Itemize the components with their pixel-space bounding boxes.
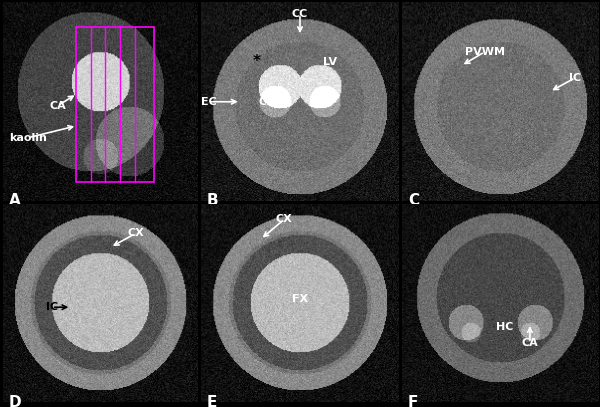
Text: EC: EC bbox=[201, 97, 217, 107]
Text: F: F bbox=[408, 395, 418, 407]
Text: CC: CC bbox=[292, 9, 308, 19]
Text: FX: FX bbox=[292, 294, 308, 304]
Text: CX: CX bbox=[127, 228, 144, 239]
Text: D: D bbox=[9, 395, 22, 407]
Text: IC: IC bbox=[569, 73, 581, 83]
Text: CX: CX bbox=[276, 214, 293, 224]
Text: kaolin: kaolin bbox=[10, 133, 47, 142]
Text: B: B bbox=[207, 193, 218, 208]
Text: CA: CA bbox=[521, 338, 538, 348]
Text: IC: IC bbox=[46, 302, 58, 312]
Text: E: E bbox=[207, 395, 217, 407]
Text: C: C bbox=[408, 193, 419, 208]
Text: LV: LV bbox=[323, 57, 337, 67]
Text: HC: HC bbox=[496, 322, 513, 332]
Text: A: A bbox=[9, 193, 20, 208]
Text: PVWM: PVWM bbox=[464, 47, 505, 57]
Text: CA: CA bbox=[49, 101, 66, 111]
Text: CPu: CPu bbox=[258, 97, 283, 107]
Text: *: * bbox=[253, 55, 260, 69]
Bar bbox=[76, 27, 154, 182]
